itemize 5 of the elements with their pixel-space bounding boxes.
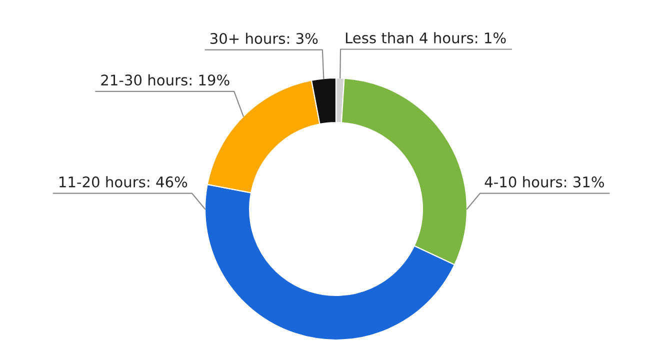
slice-label: 11-20 hours: 46%	[60, 176, 188, 188]
slice-label: 21-30 hours: 19%	[101, 74, 230, 86]
slice-label: Less than 4 hours: 1%	[346, 32, 506, 44]
slice-label: 30+ hours: 3%	[210, 32, 318, 44]
slice-label: 4-10 hours: 31%	[484, 176, 604, 188]
